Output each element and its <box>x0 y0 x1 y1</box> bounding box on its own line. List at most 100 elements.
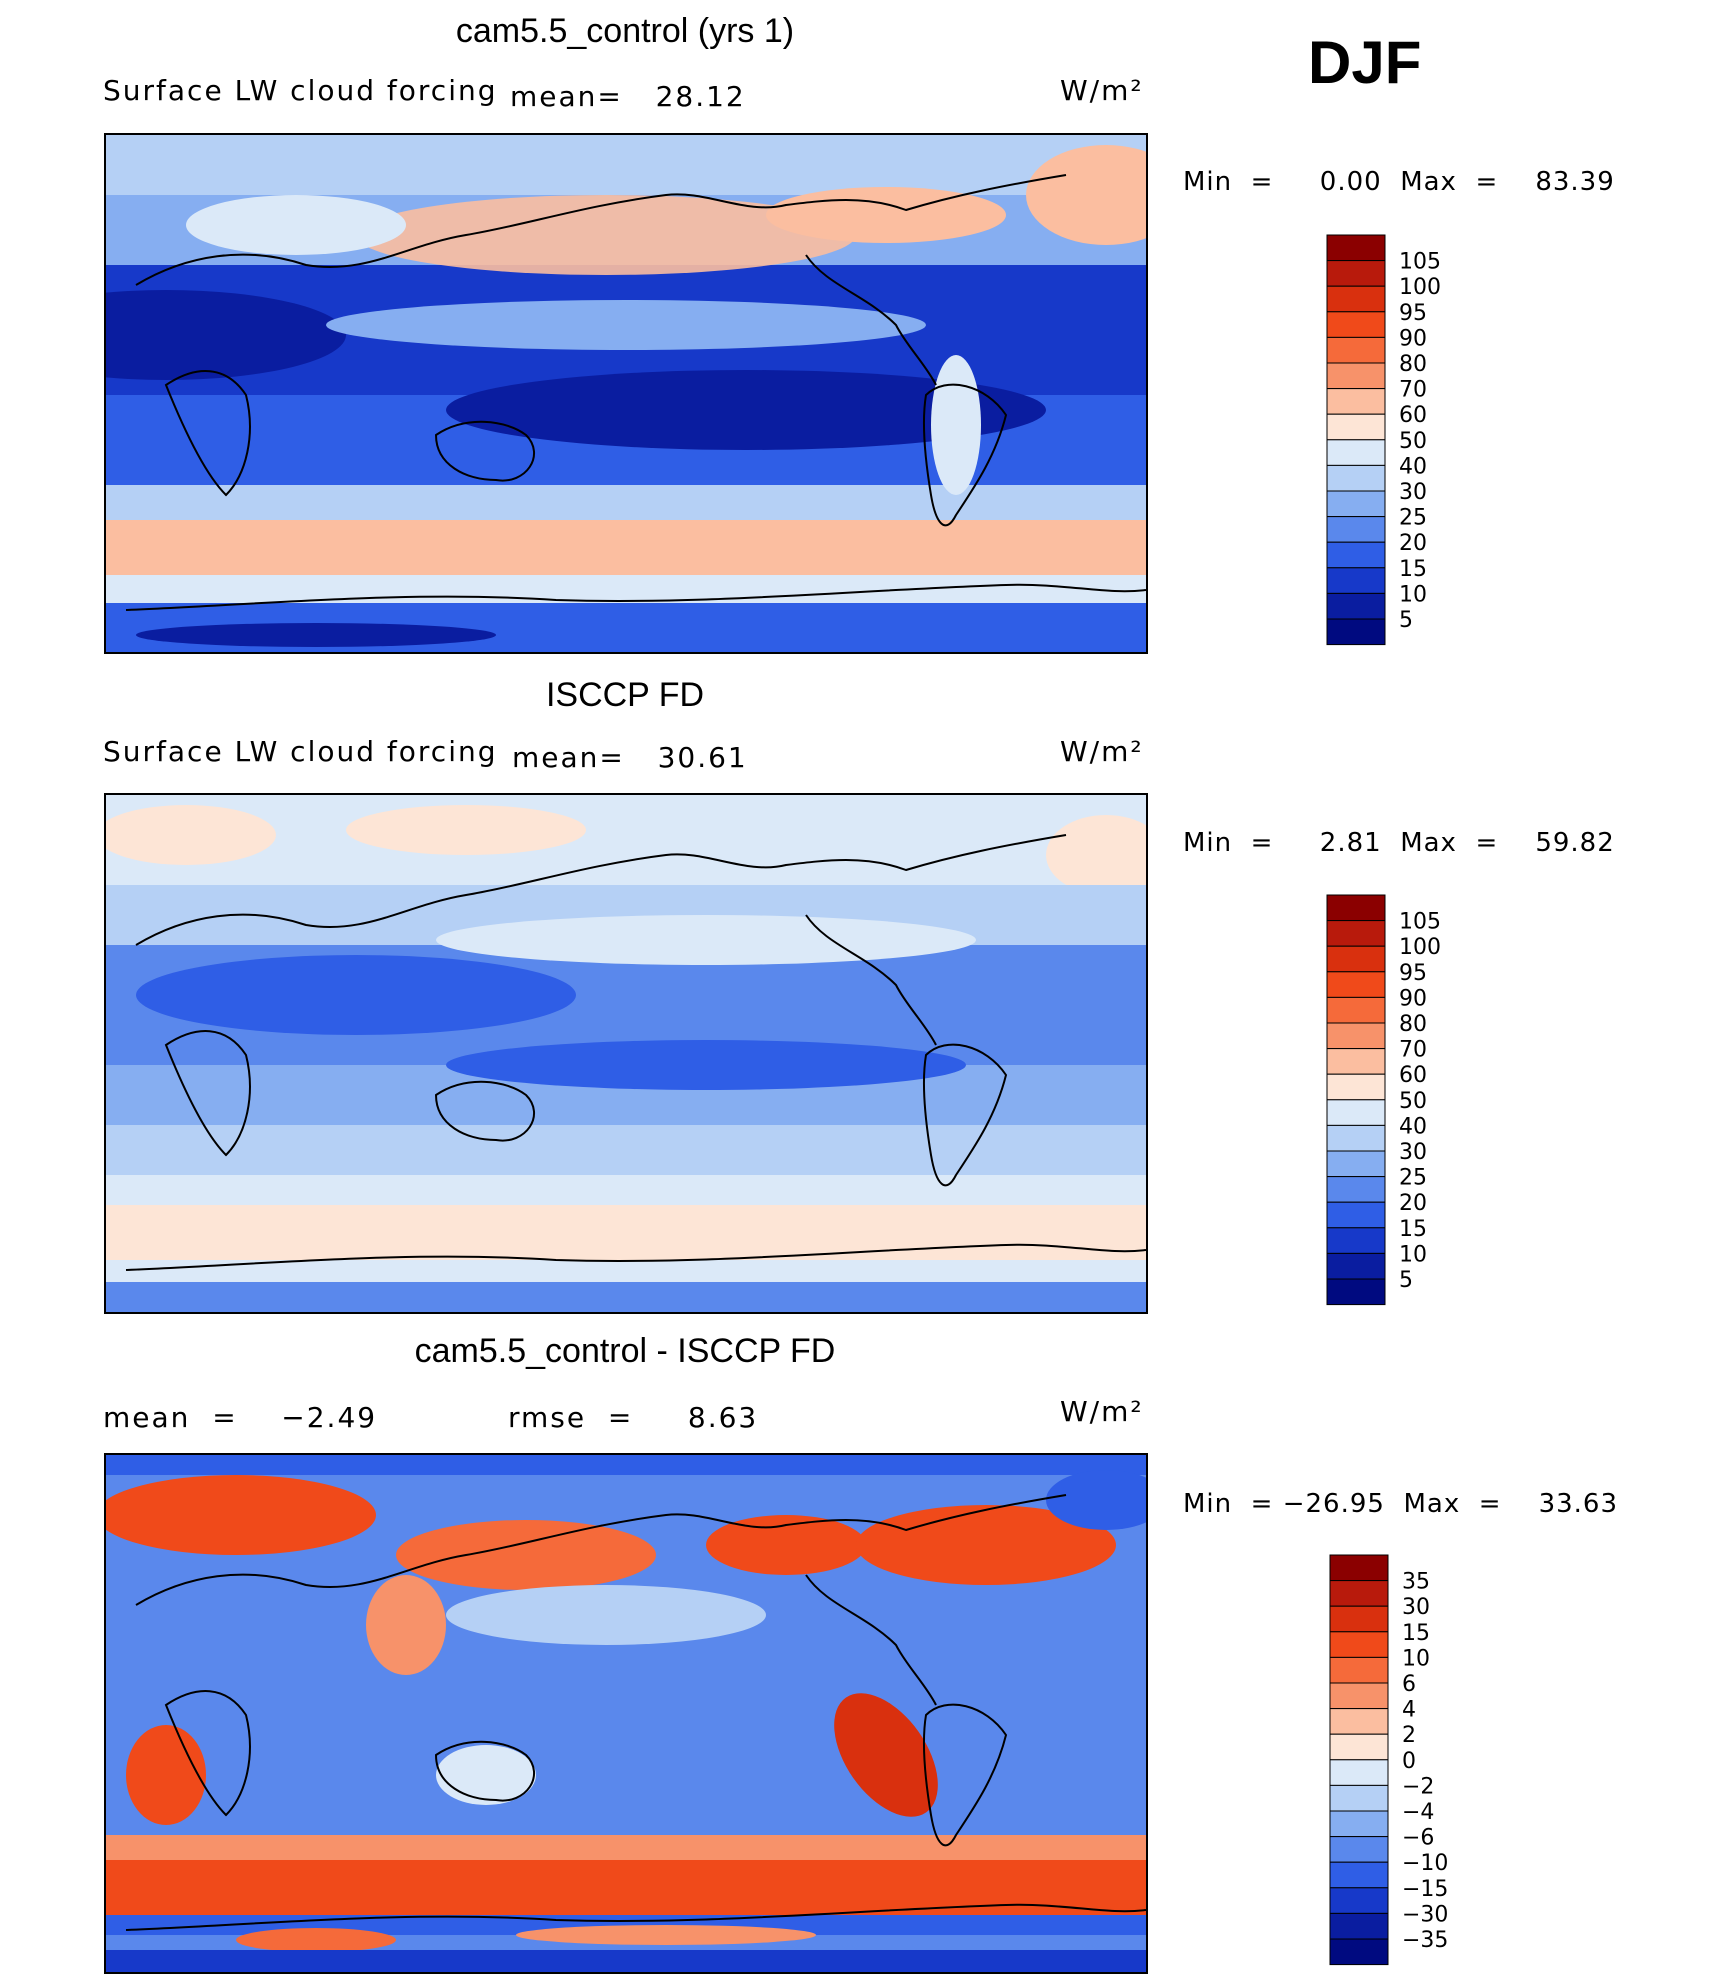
colorbar-tick-label: 25 <box>1399 506 1427 531</box>
colorbar-swatch <box>1329 1784 1389 1812</box>
panel1-map <box>104 133 1148 654</box>
colorbar-tick-label: 100 <box>1399 935 1441 960</box>
colorbar-swatch <box>1326 945 1386 973</box>
colorbar-tick-label: −6 <box>1402 1826 1434 1851</box>
colorbar-swatch <box>1326 592 1386 620</box>
colorbar-swatch <box>1326 1201 1386 1229</box>
panel3-units: W/m² <box>1060 1395 1144 1428</box>
panel1-colorbar: 105 100 95 90 80 70 60 50 40 30 25 20 15 10 5 <box>1325 233 1485 657</box>
colorbar-tick-label: 35 <box>1402 1570 1430 1595</box>
panel2-units: W/m² <box>1060 735 1144 768</box>
panel3-mean-label: mean = −2.49 <box>103 1401 378 1434</box>
colorbar-tick-label: 50 <box>1399 429 1427 454</box>
colorbar-swatch <box>1329 1656 1389 1684</box>
season-label: DJF <box>1308 29 1422 96</box>
colorbar-swatch <box>1329 1861 1389 1889</box>
colorbar-swatch <box>1326 311 1386 338</box>
colorbar-swatch <box>1326 1048 1386 1075</box>
colorbar-swatch <box>1329 1605 1389 1633</box>
colorbar-tick-label: 80 <box>1399 1012 1427 1037</box>
panel2-minmax: Min = 2.81 Max = 59.82 <box>1183 828 1615 858</box>
colorbar-tick-label: 6 <box>1402 1672 1416 1697</box>
colorbar-tick-label: −15 <box>1402 1877 1448 1902</box>
colorbar-swatch <box>1326 388 1386 415</box>
colorbar-swatch <box>1329 1938 1389 1966</box>
colorbar-tick-label: 15 <box>1399 1217 1427 1242</box>
colorbar-tick-label: 10 <box>1399 582 1427 607</box>
colorbar-tick-label: 0 <box>1402 1749 1416 1774</box>
colorbar-tick-label: 60 <box>1399 403 1427 428</box>
colorbar-tick-label: 100 <box>1399 275 1441 300</box>
colorbar-tick-label: 40 <box>1399 454 1427 479</box>
colorbar-swatch <box>1326 618 1386 646</box>
panel3-colorbar: 35 30 15 10 6 4 2 0 −2 −4 −6 −10 −15 −30 −35 <box>1328 1553 1488 1977</box>
colorbar-swatch <box>1326 971 1386 998</box>
panel2-title: ISCCP FD <box>545 676 705 714</box>
colorbar-tick-label: −30 <box>1402 1902 1448 1927</box>
colorbar-swatch <box>1326 1022 1386 1050</box>
colorbar-swatch <box>1329 1708 1389 1735</box>
colorbar-swatch <box>1326 516 1386 543</box>
colorbar-tick-label: 20 <box>1399 531 1427 556</box>
colorbar-swatch <box>1326 1278 1386 1306</box>
colorbar-swatch <box>1326 894 1386 922</box>
colorbar-swatch <box>1326 1252 1386 1280</box>
panel1-variable-label: Surface LW cloud forcing <box>103 74 498 107</box>
colorbar-tick-label: −10 <box>1402 1851 1448 1876</box>
colorbar-swatch <box>1326 1099 1386 1126</box>
colorbar-swatch <box>1326 567 1386 594</box>
colorbar-tick-label: 30 <box>1399 1140 1427 1165</box>
colorbar-swatch <box>1329 1554 1389 1582</box>
colorbar-tick-label: 90 <box>1399 326 1427 351</box>
panel2-mean-label: mean= 30.61 <box>512 741 748 774</box>
colorbar-tick-label: 105 <box>1399 250 1441 275</box>
colorbar-swatch <box>1326 362 1386 390</box>
colorbar-swatch <box>1326 285 1386 313</box>
colorbar-swatch <box>1326 234 1386 262</box>
colorbar-tick-label: −4 <box>1402 1800 1434 1825</box>
colorbar-swatch <box>1326 260 1386 287</box>
colorbar-tick-label: 4 <box>1402 1698 1416 1723</box>
colorbar-tick-label: 95 <box>1399 961 1427 986</box>
colorbar-tick-label: 70 <box>1399 378 1427 403</box>
colorbar-swatch <box>1326 1227 1386 1254</box>
panel2-colorbar: 105 100 95 90 80 70 60 50 40 30 25 20 15 10 5 <box>1325 893 1485 1317</box>
panel3-title: cam5.5_control - ISCCP FD <box>414 1332 836 1370</box>
colorbar-tick-label: 50 <box>1399 1089 1427 1114</box>
panel1-units: W/m² <box>1060 74 1144 107</box>
colorbar-tick-label: −35 <box>1402 1928 1448 1953</box>
colorbar-swatch <box>1329 1810 1389 1838</box>
panel1-mean-label: mean= 28.12 <box>510 80 746 113</box>
colorbar-swatch <box>1329 1887 1389 1914</box>
panel2-map-svg <box>106 795 1146 1312</box>
colorbar-swatch <box>1326 996 1386 1024</box>
colorbar-swatch <box>1329 1682 1389 1710</box>
colorbar-tick-label: 90 <box>1399 986 1427 1011</box>
colorbar-tick-label: 70 <box>1399 1038 1427 1063</box>
panel1-minmax: Min = 0.00 Max = 83.39 <box>1183 167 1615 197</box>
colorbar-tick-label: 60 <box>1399 1063 1427 1088</box>
colorbar-swatch <box>1326 336 1386 364</box>
colorbar-tick-label: 15 <box>1402 1621 1430 1646</box>
colorbar-swatch <box>1326 464 1386 492</box>
colorbar-swatch <box>1326 1073 1386 1101</box>
colorbar-tick-label: 80 <box>1399 352 1427 377</box>
colorbar-swatch <box>1329 1759 1389 1786</box>
colorbar-tick-label: 25 <box>1399 1166 1427 1191</box>
colorbar-swatch <box>1326 1176 1386 1203</box>
panel1-map-svg <box>106 135 1146 652</box>
panel3-map <box>104 1453 1148 1974</box>
colorbar-swatch <box>1326 413 1386 441</box>
colorbar-swatch <box>1329 1836 1389 1863</box>
colorbar-tick-label: 10 <box>1399 1242 1427 1267</box>
colorbar-swatch <box>1326 1150 1386 1178</box>
panel3-rmse-label: rmse = 8.63 <box>508 1401 759 1434</box>
colorbar-swatch <box>1329 1580 1389 1607</box>
panel3-map-svg <box>106 1455 1146 1972</box>
colorbar-tick-label: 15 <box>1399 557 1427 582</box>
colorbar-tick-label: 95 <box>1399 301 1427 326</box>
colorbar-tick-label: 5 <box>1399 608 1413 633</box>
